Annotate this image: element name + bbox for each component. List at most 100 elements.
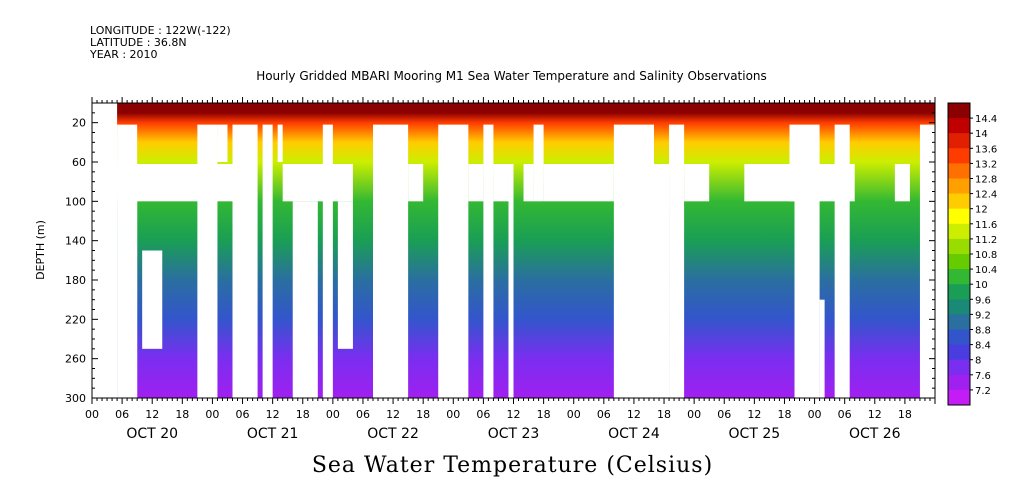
colorbar-swatch [948,389,970,406]
missing-data-region [789,124,795,202]
x-tick-label: 12 [627,408,641,421]
x-tick-label: 18 [175,408,189,421]
x-tick-label: 12 [868,408,882,421]
missing-data-region [142,250,163,349]
x-tick-label: 00 [326,408,340,421]
x-tick-label: 18 [898,408,912,421]
x-tick-label: 12 [266,408,280,421]
colorbar-label: 12.8 [975,175,997,186]
colorbar-label: 7.2 [975,386,991,397]
colorbar-label: 9.6 [975,295,991,306]
colorbar-swatch [948,148,970,164]
colorbar-label: 11.6 [975,220,997,231]
missing-data-region [232,124,258,398]
missing-data-region [483,124,494,398]
day-label: OCT 26 [849,426,901,442]
missing-data-region [819,299,825,398]
missing-data-region [92,103,118,398]
colorbar-label: 8 [975,356,981,367]
colorbar-swatch [948,208,970,225]
colorbar-label: 9.2 [975,310,991,321]
colorbar-label: 13.2 [975,159,997,170]
missing-data-region [438,124,469,398]
missing-data-region [373,124,409,398]
colorbar-swatch [948,329,970,346]
missing-data-region [894,163,910,202]
colorbar-label: 10 [975,280,988,291]
x-tick-label: 06 [356,408,370,421]
missing-data-region [669,124,685,398]
colorbar-swatch [948,374,970,391]
y-tick-label: 20 [72,117,86,130]
missing-data-region [794,124,820,398]
missing-data-region [684,163,710,202]
colorbar-swatch [948,344,970,361]
day-label: OCT 20 [126,426,178,442]
missing-data-region [543,163,614,202]
colorbar-label: 10.8 [975,250,997,261]
missing-data-region [292,201,318,398]
x-tick-label: 18 [296,408,310,421]
day-label: OCT 24 [608,426,660,442]
missing-data-region [468,163,484,202]
colorbar-label: 10.4 [975,265,997,276]
x-tick-label: 06 [838,408,852,421]
x-tick-label: 00 [567,408,581,421]
y-tick-label: 180 [65,274,86,287]
colorbar-swatch [948,359,970,376]
colorbar-swatch [948,103,970,119]
x-tick-label: 18 [537,408,551,421]
missing-data-region [197,124,218,398]
colorbar-label: 7.6 [975,371,991,382]
temperature-chart: 00 06 12 18 00 06 12 18 00 06 12 18 00 06 12 18 00 06 12 18… [34,97,997,442]
x-tick-label: 06 [236,408,250,421]
missing-data-region [282,163,353,202]
colorbar-swatch [948,314,970,330]
x-tick-label: 12 [386,408,400,421]
colorbar-label: 14 [975,129,988,140]
x-tick-label: 06 [717,408,731,421]
missing-data-region [654,163,670,398]
y-tick-label: 60 [72,156,86,169]
day-label: OCT 22 [367,426,419,442]
missing-data-region [217,124,228,162]
missing-data-region [122,201,138,398]
colorbar-label: 12 [975,205,988,216]
colorbar-label: 8.8 [975,326,991,337]
colorbar-label: 13.6 [975,144,997,155]
colorbar-swatch [948,163,970,179]
missing-data-region [533,124,544,202]
missing-data-region [834,124,850,398]
colorbar-label: 12.4 [975,190,997,201]
y-tick-label: 140 [65,235,86,248]
missing-data-region [508,163,514,398]
colorbar-swatch [948,299,970,315]
x-tick-label: 18 [777,408,791,421]
colorbar-swatch [948,238,970,255]
colorbar-label: 11.2 [975,235,997,246]
x-tick-label: 18 [416,408,430,421]
y-tick-label: 260 [65,353,86,366]
colorbar-swatch [948,269,970,285]
x-tick-label: 06 [476,408,490,421]
y-axis-label: DEPTH (m) [34,220,47,280]
colorbar-label: 8.4 [975,341,991,352]
longitude-label: LONGITUDE : 122W(-122) [90,24,231,37]
colorbar-label: 14.4 [975,114,997,125]
colorbar-swatch [948,284,970,300]
x-tick-label: 00 [446,408,460,421]
x-tick-label: 00 [808,408,822,421]
year-label: YEAR : 2010 [90,48,158,61]
missing-data-region [613,124,654,398]
y-tick-label: 220 [65,313,86,326]
colorbar-swatch [948,223,970,240]
x-tick-label: 00 [205,408,219,421]
day-label: OCT 23 [488,426,540,442]
missing-data-region [262,124,273,398]
missing-data-region [493,163,509,202]
day-label: OCT 25 [729,426,781,442]
x-tick-label: 12 [507,408,521,421]
day-label: OCT 21 [247,426,299,442]
colorbar-swatch [948,118,970,134]
missing-data-region [322,124,333,398]
